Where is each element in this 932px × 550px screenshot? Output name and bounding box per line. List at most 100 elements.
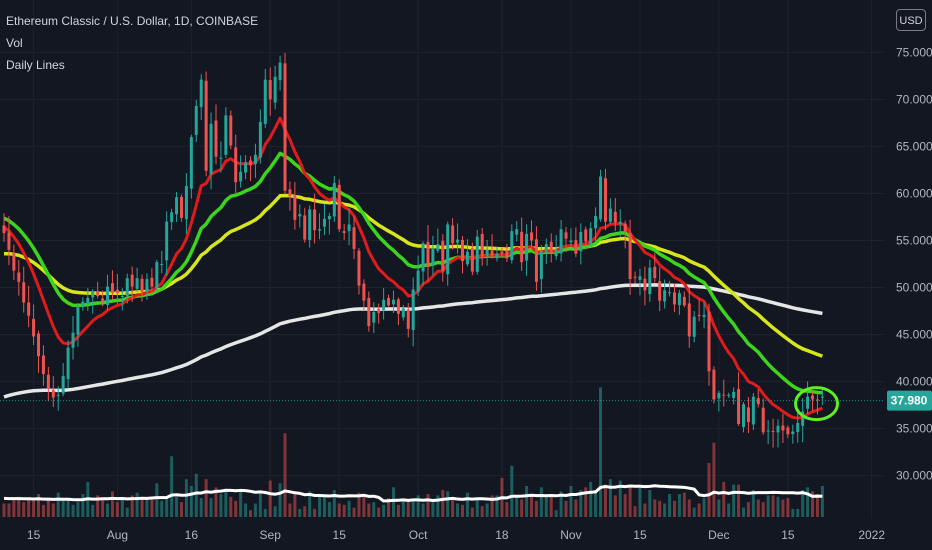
volume-bar [426, 494, 430, 517]
x-tick-label: 15 [27, 528, 41, 542]
candle-body [165, 221, 169, 261]
candle [781, 413, 785, 443]
indicator-daily-lines[interactable]: Daily Lines [6, 58, 65, 72]
candle-body [569, 240, 573, 243]
candle-body [672, 292, 676, 305]
candle [106, 274, 110, 311]
candle [436, 228, 440, 253]
volume-bar [742, 507, 745, 517]
candle-body [194, 105, 198, 135]
candle [801, 398, 805, 443]
currency-button[interactable]: USD [896, 9, 926, 31]
candle [263, 68, 267, 128]
candle-body [564, 232, 568, 239]
y-tick-label: 45.000 [896, 328, 932, 342]
candle [564, 227, 568, 253]
last-price-text: 37.980 [891, 394, 928, 408]
candle [520, 217, 524, 271]
last-price-label: 37.980 [887, 390, 932, 411]
volume-bar [140, 499, 144, 517]
candle-body [219, 157, 223, 159]
candle-body [2, 225, 6, 233]
volume-bar [51, 503, 55, 517]
candle [470, 242, 474, 276]
volume-bar [406, 500, 410, 517]
candle [37, 330, 41, 373]
volume-bar [525, 485, 529, 517]
candle [318, 213, 322, 240]
candle-body [643, 278, 647, 291]
candle-body [268, 79, 272, 100]
candle [377, 303, 381, 324]
candle-body [382, 299, 386, 311]
candle-body [377, 308, 381, 313]
volume-bar [298, 508, 302, 517]
candle-body [313, 209, 317, 231]
candle-body [623, 223, 627, 233]
candle [820, 389, 824, 406]
volume-bar [796, 508, 800, 517]
volume-bar [475, 499, 479, 517]
volume-bar [362, 496, 366, 517]
y-axis[interactable]: 30.000 35.000 40.000 45.000 50.000 55.000 60.0… [896, 45, 932, 482]
volume-bar [505, 502, 509, 517]
volume-bar [470, 507, 474, 517]
candle [446, 221, 450, 286]
volume-bar [520, 499, 524, 517]
volume-bar [204, 479, 208, 517]
candle-body [766, 430, 770, 432]
candle [613, 198, 617, 231]
volume-bar [727, 503, 731, 517]
candle [544, 238, 548, 265]
volume-bar [554, 510, 558, 517]
volume-bar [347, 500, 351, 517]
candle [244, 155, 248, 180]
candle [145, 273, 149, 300]
symbol-title[interactable]: Ethereum Classic / U.S. Dollar, 1D, COIN… [6, 14, 259, 28]
y-tick-label: 35.000 [896, 422, 932, 436]
volume-bar [456, 503, 460, 517]
volume-bar [530, 495, 534, 517]
x-tick-label: 15 [333, 528, 347, 542]
candle [268, 67, 272, 116]
volume-bar [313, 508, 317, 517]
candle [460, 235, 464, 274]
ma-yellow [3, 193, 823, 358]
candle-body [303, 215, 307, 240]
candle-body [106, 286, 110, 306]
candle [697, 298, 701, 322]
volume-bar [603, 484, 607, 517]
candle [189, 134, 193, 199]
x-tick-label: 16 [185, 528, 199, 542]
candles[interactable] [2, 52, 824, 448]
volume-bar [589, 481, 593, 517]
candle-body [17, 272, 21, 282]
volume-bar [382, 504, 386, 517]
volume-bar [766, 495, 770, 517]
candle [234, 134, 238, 193]
candle-body [599, 176, 603, 220]
volume-bar [411, 499, 415, 517]
candle-body [352, 227, 356, 249]
candle-body [525, 233, 529, 261]
candle [401, 304, 405, 321]
volume-bar [327, 502, 331, 517]
highlight-ellipse [794, 386, 840, 422]
candle-body [510, 231, 514, 261]
candle-body [387, 297, 391, 306]
candle-body [86, 297, 90, 305]
candle [451, 218, 455, 250]
volume-bar [179, 502, 183, 517]
candle-body [150, 277, 154, 287]
candle-body [234, 147, 238, 183]
x-axis[interactable]: 15 Aug 16 Sep 15 Oct 18 Nov 15 Dec 15 2022 [27, 528, 885, 542]
volume-bar [559, 491, 563, 517]
volume-bar [756, 499, 760, 517]
candle [76, 303, 80, 347]
volume-bar [199, 498, 203, 517]
volume-bar [332, 490, 336, 517]
indicator-volume[interactable]: Vol [6, 36, 23, 50]
candle [756, 389, 760, 408]
volume-bar [751, 490, 755, 517]
